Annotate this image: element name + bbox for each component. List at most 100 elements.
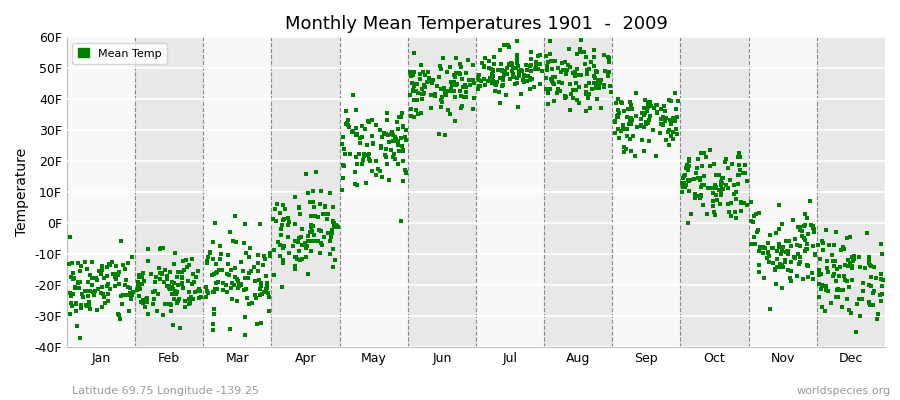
Point	[592, 80, 607, 86]
Point	[408, 81, 422, 87]
Point	[164, 302, 178, 308]
Point	[175, 274, 189, 280]
Point	[779, 248, 794, 255]
Point	[873, 292, 887, 298]
Point	[262, 294, 276, 300]
Point	[840, 235, 854, 241]
Point	[126, 289, 140, 295]
Point	[318, 211, 332, 217]
Point	[407, 68, 421, 75]
Point	[203, 250, 218, 257]
Point	[210, 286, 224, 292]
Point	[250, 268, 265, 274]
Point	[775, 248, 789, 254]
Point	[523, 48, 537, 55]
Point	[131, 274, 146, 280]
Point	[222, 326, 237, 332]
Point	[716, 175, 731, 181]
Point	[437, 90, 452, 96]
Bar	[135, 37, 203, 347]
Point	[842, 260, 857, 266]
Point	[379, 154, 393, 160]
Point	[362, 119, 376, 126]
Point	[448, 118, 463, 124]
Point	[238, 274, 252, 281]
Bar	[408, 37, 476, 347]
Point	[63, 234, 77, 241]
Point	[850, 301, 864, 307]
Point	[791, 251, 806, 257]
Point	[202, 249, 217, 255]
Point	[862, 253, 877, 260]
Point	[718, 182, 733, 188]
Point	[296, 242, 310, 248]
Point	[385, 128, 400, 135]
Point	[555, 80, 570, 86]
Point	[482, 65, 497, 72]
Point	[288, 238, 302, 244]
Point	[163, 300, 177, 307]
Point	[708, 182, 723, 188]
Point	[293, 257, 308, 263]
Point	[482, 78, 496, 84]
Point	[130, 287, 145, 294]
Point	[799, 246, 814, 252]
Point	[485, 71, 500, 78]
Point	[841, 296, 855, 303]
Point	[662, 141, 677, 148]
Point	[579, 108, 593, 114]
Point	[722, 209, 736, 216]
Point	[148, 279, 162, 286]
Point	[682, 163, 697, 170]
Point	[812, 267, 826, 273]
Point	[238, 332, 253, 338]
Point	[398, 134, 412, 140]
Point	[91, 286, 105, 292]
Point	[90, 306, 104, 313]
Point	[143, 270, 157, 277]
Point	[687, 176, 701, 182]
Point	[694, 192, 708, 198]
Point	[435, 94, 449, 100]
Point	[831, 293, 845, 300]
Point	[443, 87, 457, 94]
Point	[743, 218, 758, 224]
Point	[185, 281, 200, 287]
Point	[320, 230, 335, 237]
Point	[122, 285, 137, 291]
Point	[444, 79, 458, 86]
Point	[841, 257, 855, 263]
Point	[98, 300, 112, 306]
Point	[322, 238, 337, 244]
Point	[616, 122, 630, 128]
Point	[171, 298, 185, 304]
Point	[657, 118, 671, 124]
Point	[464, 82, 478, 88]
Point	[176, 275, 190, 281]
Point	[656, 114, 670, 120]
Point	[514, 90, 528, 97]
Point	[580, 71, 594, 78]
Point	[774, 263, 788, 270]
Point	[496, 77, 510, 83]
Point	[361, 118, 375, 125]
Point	[856, 287, 870, 294]
Point	[112, 269, 126, 275]
Point	[864, 274, 878, 280]
Point	[68, 283, 83, 290]
Point	[611, 126, 625, 132]
Point	[169, 299, 184, 306]
Point	[194, 294, 209, 301]
Point	[637, 109, 652, 116]
Point	[828, 258, 842, 264]
Point	[499, 92, 513, 98]
Point	[465, 106, 480, 112]
Point	[504, 60, 518, 66]
Point	[812, 268, 826, 275]
Point	[450, 81, 464, 88]
Point	[132, 272, 147, 279]
Point	[677, 180, 691, 186]
Point	[166, 321, 180, 328]
Point	[433, 62, 447, 69]
Point	[348, 169, 363, 176]
